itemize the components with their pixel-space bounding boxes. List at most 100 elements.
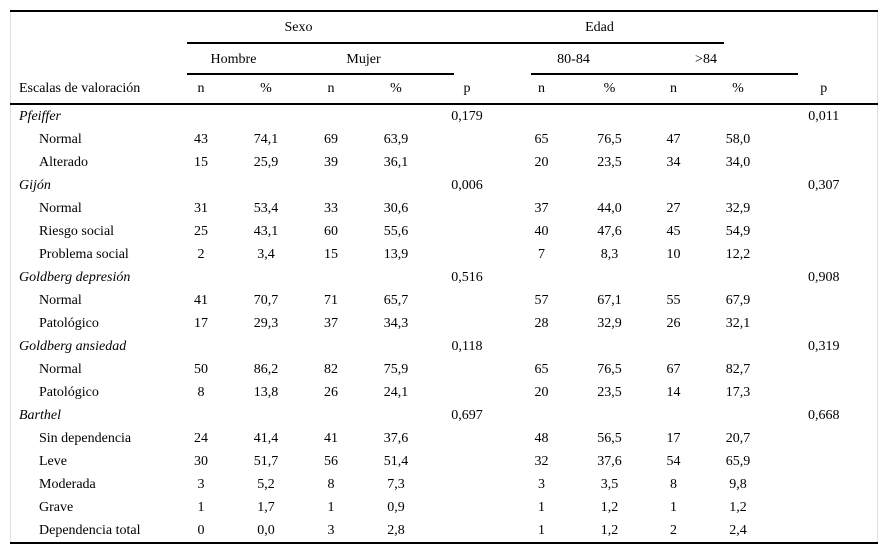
- table-row: Sin dependencia 24 41,4 41 37,6 48 56,5 17 20,7: [11, 427, 878, 450]
- empty-cell: [169, 174, 234, 197]
- table-row: Patológico 8 13,8 26 24,1 20 23,5 14 17,3: [11, 381, 878, 404]
- empty-cell: [299, 404, 364, 427]
- empty-cell: [771, 450, 878, 473]
- value-cell: 20,7: [725, 430, 751, 446]
- group-header-edad: Edad: [428, 11, 771, 44]
- empty-cell: [429, 243, 506, 266]
- table-row: Normal 50 86,2 82 75,9 65 76,5 67 82,7: [11, 358, 878, 381]
- value-cell: 69: [324, 131, 338, 147]
- empty-cell: [506, 404, 578, 427]
- value-cell: 34: [666, 154, 681, 170]
- empty-cell: [578, 104, 642, 128]
- row-label: Grave: [39, 499, 74, 515]
- value-cell: 55: [666, 292, 681, 308]
- p-value-sexo: 0,516: [451, 269, 483, 285]
- empty-cell: [642, 104, 706, 128]
- value-cell: 23,5: [597, 384, 622, 400]
- value-cell: 47: [666, 131, 681, 147]
- empty-cell: [429, 151, 506, 174]
- p-value-sexo: 0,179: [451, 108, 483, 124]
- value-cell: 15: [194, 154, 208, 170]
- value-cell: 58,0: [725, 131, 751, 147]
- row-label: Normal: [39, 200, 82, 216]
- value-cell: 63,9: [383, 131, 409, 147]
- value-cell: 51,4: [383, 453, 409, 469]
- empty-cell: [299, 266, 364, 289]
- value-cell: 32: [534, 453, 549, 469]
- value-cell: 14: [666, 384, 681, 400]
- value-cell: 53,4: [253, 200, 279, 216]
- empty-cell: [429, 381, 506, 404]
- section-row: Pfeiffer 0,179 0,011: [11, 104, 878, 128]
- value-cell: 41: [324, 430, 338, 446]
- corner-cell: [11, 11, 169, 44]
- value-cell: 2,4: [729, 522, 747, 538]
- value-cell: 25,9: [253, 154, 279, 170]
- group-header-row: Sexo Edad: [11, 11, 878, 44]
- section-label: Barthel: [19, 407, 61, 423]
- value-cell: 82,7: [725, 361, 751, 377]
- empty-cell: [429, 220, 506, 243]
- value-cell: 50: [194, 361, 208, 377]
- stat-header-n: n: [641, 75, 706, 105]
- value-cell: 74,1: [253, 131, 279, 147]
- empty-cell: [429, 519, 506, 543]
- value-cell: 51,7: [253, 453, 279, 469]
- subgroup-header-mujer: Mujer: [298, 44, 454, 75]
- empty-cell: [706, 174, 771, 197]
- empty-cell: [169, 335, 234, 358]
- section-label: Gijón: [19, 177, 51, 193]
- empty-cell: [771, 151, 878, 174]
- empty-cell: [429, 427, 506, 450]
- value-cell: 3: [197, 476, 205, 492]
- value-cell: 12,2: [725, 246, 751, 262]
- empty-cell: [299, 104, 364, 128]
- empty-cell: [642, 404, 706, 427]
- row-label: Moderada: [39, 476, 96, 492]
- value-cell: 1,2: [600, 522, 619, 538]
- empty-cell: [429, 312, 506, 335]
- empty-cell: [578, 266, 642, 289]
- row-label: Dependencia total: [39, 522, 141, 538]
- empty-cell: [234, 266, 299, 289]
- value-cell: 56,5: [597, 430, 622, 446]
- value-cell: 1: [670, 499, 677, 515]
- p-value-edad: 0,319: [808, 338, 840, 354]
- stat-header-pct: %: [363, 75, 429, 105]
- empty-cell: [234, 404, 299, 427]
- table-row: Grave 1 1,7 1 0,9 1 1,2 1 1,2: [11, 496, 878, 519]
- empty-cell: [506, 266, 578, 289]
- row-label: Riesgo social: [39, 223, 115, 239]
- empty-cell: [234, 104, 299, 128]
- value-cell: 24: [194, 430, 208, 446]
- value-cell: 3: [538, 476, 545, 492]
- empty-cell: [169, 266, 234, 289]
- table-row: Dependencia total 0 0,0 3 2,8 1 1,2 2 2,4: [11, 519, 878, 543]
- value-cell: 1,7: [257, 499, 275, 515]
- empty-cell: [429, 450, 506, 473]
- value-cell: 1: [538, 499, 545, 515]
- empty-cell: [706, 404, 771, 427]
- value-cell: 41,4: [253, 430, 279, 446]
- empty-cell: [771, 473, 878, 496]
- value-cell: 1: [327, 499, 335, 515]
- p-value-edad: 0,668: [808, 407, 840, 423]
- empty-cell: [771, 220, 878, 243]
- value-cell: 43: [194, 131, 208, 147]
- table-row: Patológico 17 29,3 37 34,3 28 32,9 26 32,1: [11, 312, 878, 335]
- value-cell: 43,1: [253, 223, 279, 239]
- row-label: Sin dependencia: [39, 430, 132, 446]
- value-cell: 17: [666, 430, 681, 446]
- value-cell: 3,5: [600, 476, 619, 492]
- empty-cell: [706, 266, 771, 289]
- empty-cell: [169, 104, 234, 128]
- value-cell: 13,9: [383, 246, 409, 262]
- results-table: Sexo Edad Hombre Mujer 80-84 >84 Escalas…: [10, 10, 879, 544]
- value-cell: 26: [324, 384, 338, 400]
- stat-header-n: n: [168, 75, 234, 105]
- empty-cell: [429, 128, 506, 151]
- value-cell: 20: [534, 154, 549, 170]
- value-cell: 67,9: [725, 292, 751, 308]
- value-cell: 55,6: [383, 223, 409, 239]
- value-cell: 5,2: [257, 476, 275, 492]
